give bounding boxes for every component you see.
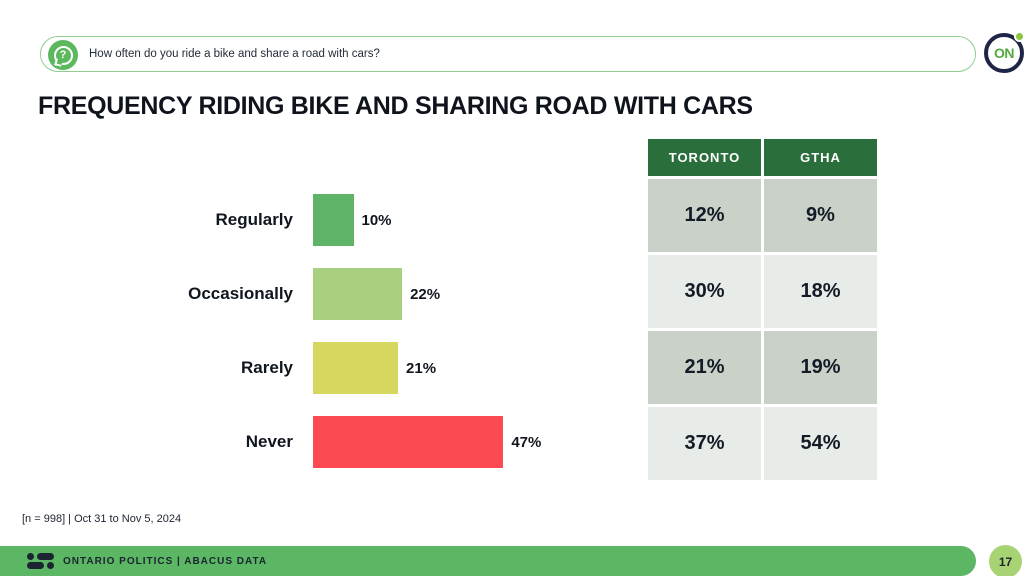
category-label: Regularly: [215, 210, 293, 229]
page-number-badge: 17: [989, 545, 1022, 576]
ontario-logo: ON: [984, 33, 1024, 73]
table-cell: 54%: [764, 407, 877, 480]
question-banner: ? How often do you ride a bike and share…: [40, 36, 976, 72]
table-cell: 18%: [764, 255, 877, 328]
bar-value-label: 47%: [511, 433, 542, 451]
table-header-toronto: TORONTO: [648, 139, 761, 176]
table-cell: 9%: [764, 179, 877, 252]
bar-rarely: [313, 342, 399, 394]
chart-row-regularly: Regularly 10%: [0, 194, 648, 246]
table-cell: 19%: [764, 331, 877, 404]
question-mark-icon: ?: [48, 40, 78, 70]
category-label: Never: [245, 432, 293, 451]
bar-never: [313, 416, 504, 468]
bar-value-label: 21%: [406, 359, 437, 377]
bar-regularly: [313, 194, 354, 246]
chart-row-never: Never 47%: [0, 416, 648, 468]
chart-row-occasionally: Occasionally 22%: [0, 268, 648, 320]
table-cell: 37%: [648, 407, 761, 480]
bar-value-label: 22%: [410, 285, 441, 303]
category-label: Occasionally: [188, 284, 293, 303]
bar-occasionally: [313, 268, 403, 320]
table-cell: 21%: [648, 331, 761, 404]
question-text: How often do you ride a bike and share a…: [89, 48, 380, 60]
chart-row-rarely: Rarely 21%: [0, 342, 648, 394]
abacus-data-logo-icon: [27, 553, 54, 569]
footer-label: ONTARIO POLITICS | ABACUS DATA: [63, 555, 268, 567]
speech-bubble-icon: ?: [53, 45, 73, 65]
table-cell: 12%: [648, 179, 761, 252]
page-title: FREQUENCY RIDING BIKE AND SHARING ROAD W…: [38, 92, 753, 120]
category-label: Rarely: [241, 358, 293, 377]
table-cell: 30%: [648, 255, 761, 328]
table-header-gtha: GTHA: [764, 139, 877, 176]
comparison-table: TORONTO GTHA 12% 9% 30% 18% 21% 19% 37% …: [648, 139, 877, 480]
sample-footnote: [n = 998] | Oct 31 to Nov 5, 2024: [22, 513, 182, 525]
logo-dot-icon: [1016, 33, 1023, 40]
bar-value-label: 10%: [361, 211, 392, 229]
ontario-logo-text: ON: [994, 45, 1015, 61]
footer-bar: ONTARIO POLITICS | ABACUS DATA: [0, 546, 976, 576]
